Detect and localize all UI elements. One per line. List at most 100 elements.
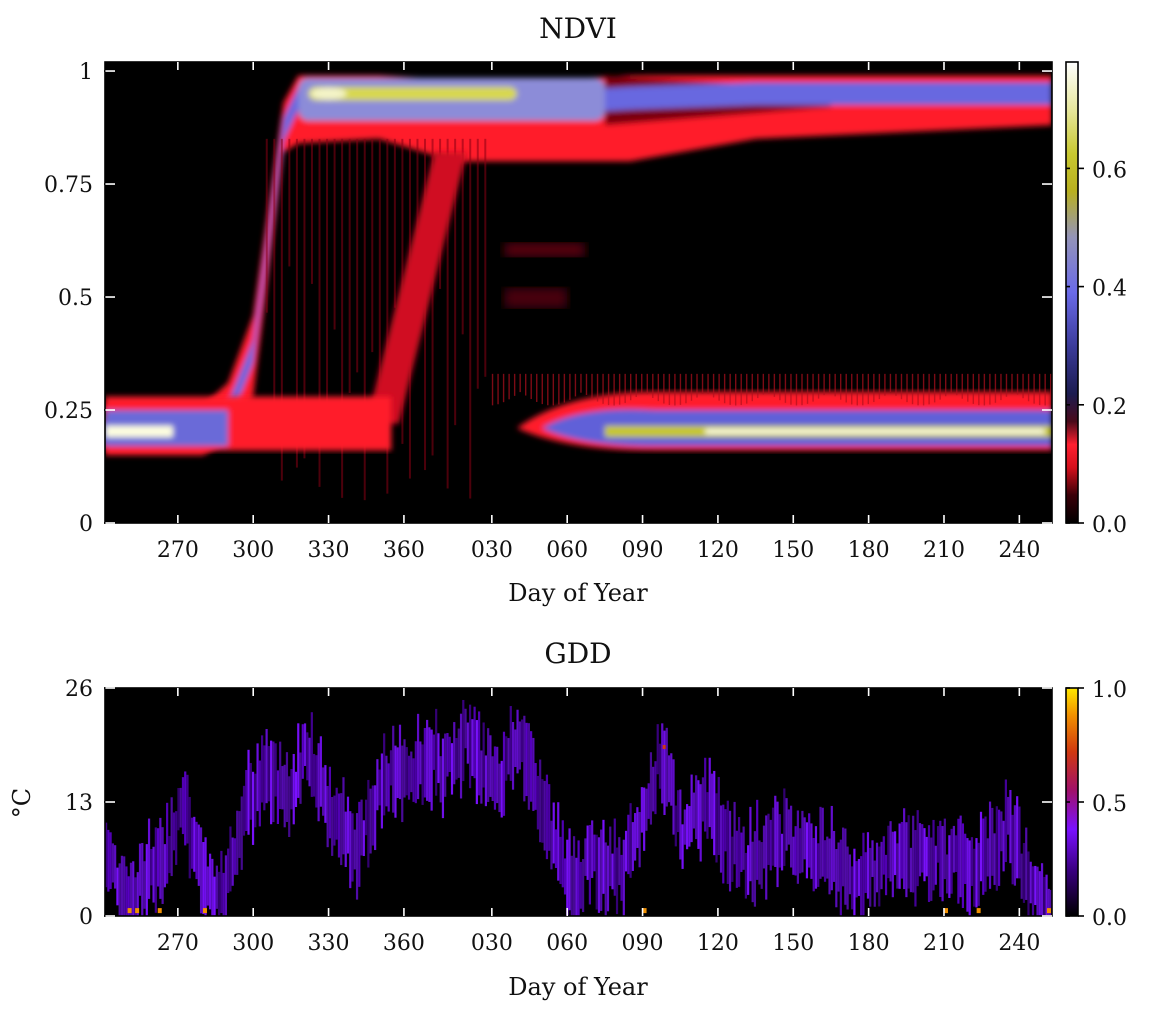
ndvi-colorbar: 0.0 0.2 0.4 0.6 xyxy=(1065,61,1127,538)
gdd-cell xyxy=(129,862,133,916)
ndvi-soil-streak xyxy=(624,373,626,403)
gdd-cell xyxy=(482,722,485,788)
gdd-cell xyxy=(819,806,822,879)
ndvi-soil-streak xyxy=(685,373,687,404)
ndvi-colorbar-frame xyxy=(1065,61,1079,524)
gdd-cell xyxy=(846,846,849,910)
gdd-cell xyxy=(760,842,763,889)
gdd-cell xyxy=(769,819,772,871)
gdd-cell xyxy=(715,793,718,863)
gdd-cell xyxy=(577,840,580,916)
gdd-cell xyxy=(934,845,937,885)
ndvi-soil-streak xyxy=(746,373,748,404)
gdd-cell xyxy=(279,741,282,810)
gdd-cell xyxy=(713,770,716,856)
gdd-cell xyxy=(419,741,422,785)
gdd-cell xyxy=(771,807,775,866)
ndvi-soil-streak xyxy=(580,373,582,393)
ndvi-soil-streak xyxy=(983,373,986,406)
gdd-cell xyxy=(776,801,779,888)
ndvi-soil-streak xyxy=(834,373,836,397)
ndvi-soil-streak xyxy=(790,373,792,405)
gdd-cell xyxy=(240,796,243,870)
gdd-cell xyxy=(907,815,910,889)
gdd-cell xyxy=(520,719,524,763)
gdd-cell xyxy=(930,837,933,901)
y-tick-label: 26 xyxy=(65,677,93,702)
ndvi-soil-streak xyxy=(751,373,753,402)
gdd-cell xyxy=(204,837,207,916)
gdd-cell xyxy=(997,809,1001,886)
gdd-cell xyxy=(704,757,707,832)
ndvi-streak xyxy=(363,138,366,501)
ndvi-soil-streak xyxy=(668,373,671,406)
gdd-cell xyxy=(837,842,840,892)
ndvi-soil-streak xyxy=(574,373,577,397)
gdd-cell xyxy=(918,823,922,877)
gdd-cell xyxy=(893,831,897,876)
gdd-cell xyxy=(945,854,949,894)
gdd-cell xyxy=(688,806,691,847)
gdd-cell xyxy=(561,820,564,888)
gdd-cell xyxy=(421,744,424,805)
gdd-cell xyxy=(695,775,698,840)
gdd-cell xyxy=(120,855,124,916)
gdd-cell xyxy=(783,788,786,866)
ndvi-soil-streak xyxy=(922,373,925,406)
gdd-cell xyxy=(502,731,506,816)
gdd-cell xyxy=(557,802,560,881)
gdd-cell xyxy=(593,834,596,872)
ndvi-colorbar-gradient xyxy=(1066,62,1078,523)
gdd-cell xyxy=(283,764,286,828)
gdd-cell xyxy=(654,761,657,815)
gdd-cell xyxy=(1040,863,1044,916)
gdd-cell xyxy=(340,793,343,866)
ndvi-streak xyxy=(288,138,291,267)
gdd-cell xyxy=(344,811,347,868)
colorbar-tick-label: 0.4 xyxy=(1092,277,1127,302)
gdd-cell xyxy=(301,724,304,779)
gdd-cell xyxy=(830,805,833,891)
gdd-cell xyxy=(884,854,888,896)
ndvi-streak xyxy=(280,138,283,481)
x-tick-label: 270 xyxy=(157,538,199,563)
ndvi-streak xyxy=(348,138,351,393)
ndvi-x-axis-label: Day of Year xyxy=(508,579,648,607)
gdd-cell xyxy=(459,713,463,799)
gdd-cell xyxy=(385,755,388,807)
gdd-cell xyxy=(758,840,761,885)
ndvi-soil-streak xyxy=(1038,373,1041,406)
ndvi-soil-streak xyxy=(585,373,588,395)
ndvi-soil-streak xyxy=(657,373,660,402)
ndvi-soil-streak xyxy=(641,373,643,394)
gdd-cell xyxy=(873,860,876,907)
ndvi-y-axis: 0 0.25 0.5 0.75 1 xyxy=(44,60,1052,537)
gdd-cell xyxy=(796,810,799,884)
gdd-cell xyxy=(995,806,998,891)
gdd-cell xyxy=(172,812,176,851)
ndvi-soil-streak xyxy=(530,373,532,400)
gdd-hot-cell xyxy=(202,908,207,914)
ndvi-soil-streak xyxy=(635,373,637,397)
ndvi-soil-streak xyxy=(1022,373,1024,399)
ndvi-streak xyxy=(484,138,487,377)
gdd-cell xyxy=(747,845,750,895)
ndvi-streak xyxy=(303,138,306,459)
gdd-cell xyxy=(851,866,854,910)
gdd-cell xyxy=(294,771,298,808)
gdd-cell xyxy=(430,729,433,811)
gdd-cell xyxy=(767,813,770,865)
ndvi-soil-streak xyxy=(679,373,682,405)
ndvi-soil-streak xyxy=(900,373,903,400)
gdd-cell xyxy=(683,809,686,845)
ndvi-soil-streak xyxy=(757,373,759,399)
gdd-cell xyxy=(374,785,377,851)
gdd-cell xyxy=(179,787,182,828)
gdd-cell xyxy=(147,818,151,899)
gdd-cell xyxy=(107,829,110,892)
gdd-cell xyxy=(326,785,329,848)
gdd-cell xyxy=(606,845,610,912)
ndvi-streak xyxy=(446,138,449,489)
gdd-cell xyxy=(199,827,203,914)
gdd-cell xyxy=(468,704,472,789)
